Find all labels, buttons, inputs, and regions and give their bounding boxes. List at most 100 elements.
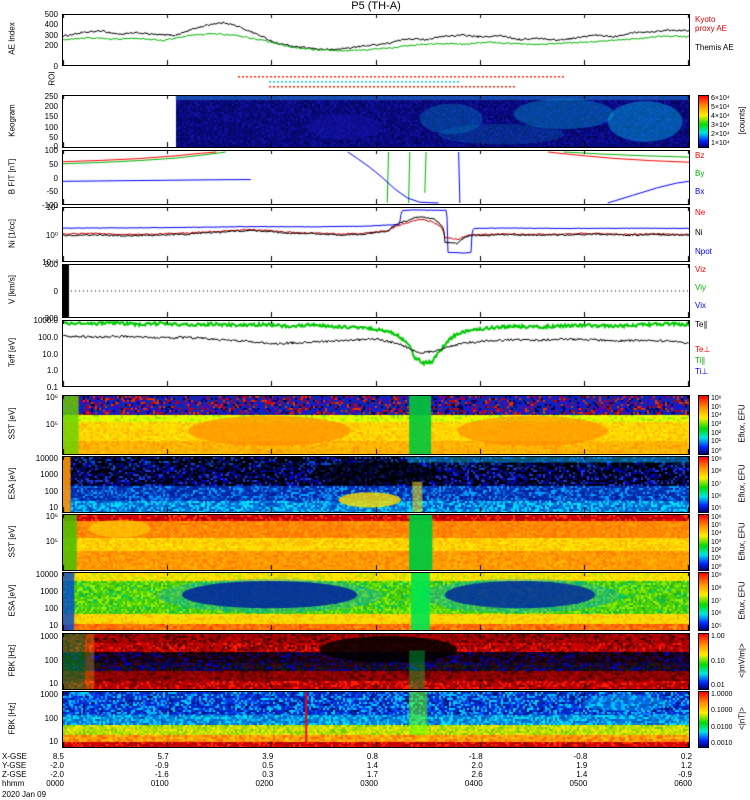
ytick-ni: 10²: [46, 203, 58, 212]
axis-value: 0.8: [366, 752, 378, 761]
ytick-fbk_b: 1000: [40, 690, 58, 700]
ytick-fbk_e: 1000: [40, 632, 58, 642]
ytick-ae: 500: [44, 10, 58, 19]
ytick-fbk_b: 100: [44, 713, 58, 723]
legend-ni-Ni: Ni: [695, 227, 703, 237]
fbk_e-canvas: [63, 634, 689, 689]
cbtick-esa_e: 10⁷: [711, 480, 722, 488]
axis-value: 0.5: [262, 761, 274, 770]
axis-value: 1.4: [576, 770, 588, 779]
cblabel-keogram: [counts]: [737, 106, 747, 135]
panel-esa_i: [62, 572, 690, 631]
panel-keogram: [62, 95, 690, 148]
cbtick-esa_i: 10⁹: [711, 572, 722, 579]
cbtick-fbk_e: 1.00: [711, 633, 725, 640]
ae-canvas: [63, 15, 689, 65]
axis-value: 1.4: [366, 761, 378, 770]
ytick-v: 300: [44, 260, 58, 269]
panel-fbk_e: [62, 633, 690, 690]
panel-sst_i: [62, 514, 690, 571]
colorbar-sst_e: [698, 395, 709, 455]
colorbar-esa_i: [698, 572, 709, 631]
axis-value: 0.2: [680, 752, 692, 761]
fbk_b-canvas: [63, 692, 689, 747]
axis-value: -2.0: [50, 770, 64, 779]
ytick-fbk_e: 10: [49, 679, 58, 689]
cbtick-fbk_b: 0.0100: [711, 723, 733, 731]
cbtick-keogram: 3×10⁴: [711, 122, 730, 129]
legend-teff-Te⊥: Te⊥: [695, 345, 711, 355]
cbtick-sst_i: 10⁵: [711, 522, 722, 530]
cbtick-keogram: 4×10⁴: [711, 113, 730, 120]
panel-fbk_b: [62, 691, 690, 748]
sst_i-canvas: [63, 515, 689, 570]
axis-row-label-X-GSE: X-GSE: [2, 752, 27, 761]
axis-value: -0.9: [154, 761, 169, 770]
axis-value: 0200: [255, 779, 274, 788]
ytick-v: -300: [41, 314, 58, 323]
legend-teff-Te∥: Te∥: [695, 320, 708, 329]
axis-value: 0500: [569, 779, 588, 788]
legend-ae-proxy AE: proxy AE: [695, 24, 728, 34]
axis-value: 0400: [464, 779, 483, 788]
axis-value: 1.7: [366, 770, 378, 779]
ytick-ae: 200: [44, 41, 58, 51]
panel-teff: [62, 320, 690, 387]
cbtick-esa_e: 10⁵: [711, 505, 722, 512]
cbtick-sst_e: 10⁰: [711, 448, 722, 455]
cbtick-fbk_e: 0.10: [711, 657, 725, 665]
axis-value: -1.6: [154, 770, 169, 779]
ytick-sst_i: 10⁶: [45, 511, 58, 521]
cbtick-esa_i: 10⁶: [711, 610, 722, 618]
axis-value: 1.2: [680, 761, 692, 770]
cbtick-fbk_e: 0.01: [711, 682, 725, 689]
ytick-v: 0: [53, 287, 58, 296]
cbtick-fbk_b: 0.0010: [711, 740, 733, 747]
cbtick-sst_i: 10³: [711, 538, 722, 546]
ytick-fbk_e: 100: [44, 655, 58, 665]
ytick-sst_e: 10⁶: [45, 392, 58, 402]
cbtick-esa_e: 10⁶: [711, 492, 722, 500]
cbtick-sst_e: 10²: [711, 429, 722, 437]
legend-ni-Npot: Npot: [695, 246, 712, 256]
cbtick-esa_i: 10⁷: [711, 597, 722, 605]
axis-value: 5.7: [157, 752, 169, 761]
date-label: 2020 Jan 09: [2, 790, 47, 799]
axis-value: 2.0: [471, 761, 483, 770]
cbtick-keogram: 6×10⁴: [711, 95, 730, 102]
legend-teff-Ti⊥: Ti⊥: [695, 366, 709, 376]
axis-row-label-hhmm: hhmm: [2, 779, 25, 788]
keogram-canvas: [63, 96, 689, 147]
ytick-teff: 100.0: [37, 332, 58, 342]
cbtick-sst_i: 10⁶: [711, 514, 722, 521]
roi-canvas: [62, 70, 690, 90]
legend-bfit-Bz: Bz: [695, 151, 705, 161]
ytick-ae: 0: [53, 62, 58, 71]
esa_i-canvas: [63, 573, 689, 630]
ytick-keogram: 0: [53, 141, 58, 151]
ytick-sst_i: 10⁵: [45, 537, 58, 547]
sst_e-canvas: [63, 396, 689, 454]
ytick-esa_i: 100: [44, 603, 58, 613]
axis-value: -1.8: [468, 752, 483, 761]
ytick-esa_e: 10: [49, 503, 58, 513]
cbtick-sst_e: 10¹: [711, 438, 722, 446]
axis-value: 1.9: [576, 761, 588, 770]
axis-value: 0100: [150, 779, 169, 788]
ytick-ae: 400: [44, 20, 58, 30]
ytick-fbk_b: 10: [49, 737, 58, 747]
ytick-esa_e: 100: [44, 486, 58, 496]
colorbar-fbk_e: [698, 633, 709, 690]
colorbar-sst_i: [698, 514, 709, 571]
cbtick-sst_i: 10⁴: [711, 530, 722, 538]
cbtick-sst_i: 10²: [711, 546, 722, 554]
ytick-keogram: 150: [44, 112, 58, 122]
axis-value: 0.3: [262, 770, 274, 779]
panel-v: [62, 264, 690, 318]
ytick-keogram: 200: [44, 101, 58, 111]
axis-value: 0300: [360, 779, 378, 788]
cbtick-esa_e: 10⁹: [711, 456, 722, 463]
ytick-bfit: -50: [46, 187, 58, 197]
panel-ni: [62, 207, 690, 262]
